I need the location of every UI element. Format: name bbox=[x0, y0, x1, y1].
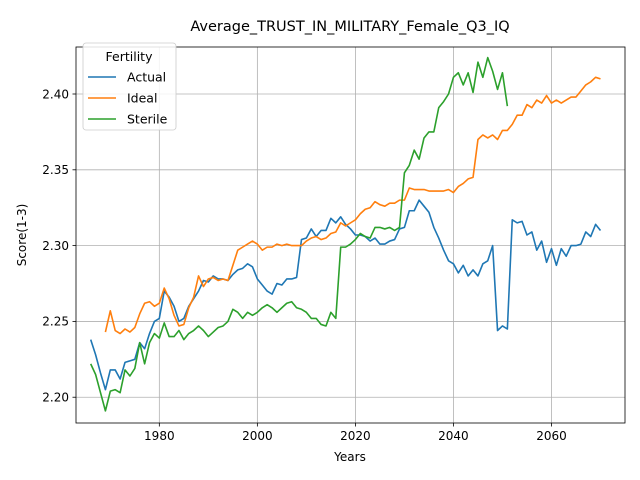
legend-title: Fertility bbox=[106, 49, 154, 64]
y-tick-label: 2.40 bbox=[42, 87, 69, 101]
series-line-sterile bbox=[89, 56, 509, 412]
x-tick-label: 2020 bbox=[340, 429, 371, 443]
x-tick-label: 2000 bbox=[242, 429, 273, 443]
series-line-actual bbox=[89, 199, 602, 391]
legend-label-actual: Actual bbox=[127, 70, 166, 85]
x-axis-label: Years bbox=[333, 450, 366, 464]
y-tick-label: 2.35 bbox=[42, 163, 69, 177]
legend-label-ideal: Ideal bbox=[127, 91, 157, 106]
y-tick-label: 2.25 bbox=[42, 315, 69, 329]
legend: Fertility Actual Ideal Sterile bbox=[82, 42, 177, 131]
series-layer bbox=[89, 56, 602, 412]
x-tick-label: 1980 bbox=[144, 429, 175, 443]
plot-frame bbox=[75, 46, 626, 424]
series-line-ideal bbox=[104, 76, 601, 335]
y-tick-label: 2.20 bbox=[42, 391, 69, 405]
x-tick-label: 2060 bbox=[536, 429, 567, 443]
chart-title: Average_TRUST_IN_MILITARY_Female_Q3_IQ bbox=[190, 19, 509, 35]
x-axis: 1980 2000 2020 2040 2060 bbox=[144, 423, 567, 443]
legend-label-sterile: Sterile bbox=[127, 112, 168, 127]
legend-box bbox=[82, 42, 177, 131]
y-tick-label: 2.30 bbox=[42, 239, 69, 253]
y-axis-label: Score(1-3) bbox=[15, 204, 29, 267]
y-axis: 2.20 2.25 2.30 2.35 2.40 bbox=[42, 87, 76, 405]
x-tick-label: 2040 bbox=[438, 429, 469, 443]
